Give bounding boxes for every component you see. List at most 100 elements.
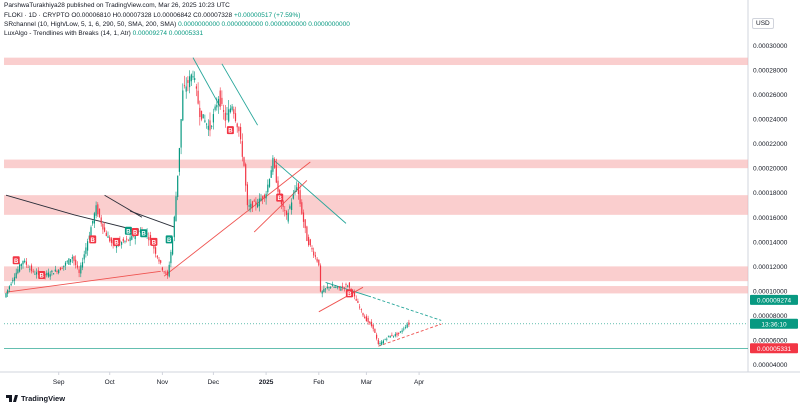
candle-body xyxy=(289,206,291,209)
break-label-text: B xyxy=(167,238,172,244)
candle-body xyxy=(381,341,383,345)
candle-body xyxy=(180,119,182,148)
candle-body xyxy=(49,274,51,277)
candle-body xyxy=(309,239,311,246)
x-tick-label: Nov xyxy=(157,379,169,386)
candle-body xyxy=(308,237,310,246)
candle-body xyxy=(56,270,58,272)
candle-body xyxy=(258,198,260,207)
candle-body xyxy=(68,258,70,265)
candle-body xyxy=(255,201,257,205)
candle-body xyxy=(214,106,216,110)
candle-body xyxy=(391,334,393,337)
candle-body xyxy=(321,291,323,294)
y-tick-label: 0.00028000 xyxy=(753,67,788,74)
x-tick-label: Apr xyxy=(414,379,425,386)
candle-body xyxy=(61,268,63,269)
currency-label[interactable]: USD xyxy=(752,18,774,29)
candle-body xyxy=(325,288,327,290)
candle-body xyxy=(211,126,213,128)
candle-body xyxy=(219,90,221,107)
candle-body xyxy=(313,251,315,256)
candle-body xyxy=(53,273,55,275)
candle-body xyxy=(160,260,162,263)
candle-body xyxy=(372,324,374,329)
candle-body xyxy=(197,90,199,104)
price-label-bg-0 xyxy=(750,294,798,305)
candle-body xyxy=(379,343,381,345)
candle-body xyxy=(401,330,403,332)
y-tick-label: 0.00030000 xyxy=(753,43,788,50)
candle-body xyxy=(13,277,16,281)
ohlc-values: O0.00006810 H0.00007328 L0.00006842 C0.0… xyxy=(71,12,233,19)
y-tick-label: 0.00012000 xyxy=(753,264,788,271)
candle-body xyxy=(110,238,112,243)
candle-body xyxy=(318,259,320,266)
candle-body xyxy=(316,258,318,262)
candle-body xyxy=(382,340,384,344)
break-label-text: B xyxy=(126,229,131,235)
candle-body xyxy=(345,284,347,285)
candle-body xyxy=(279,190,281,197)
symbol-name[interactable]: FLOKI · 1D · CRYPTO xyxy=(4,12,70,19)
candle-body xyxy=(78,269,80,273)
trendlines-indicator-line[interactable]: LuxAlgo - Trendlines with Breaks (14, 1,… xyxy=(4,30,203,38)
candle-body xyxy=(274,159,276,168)
tradingview-logo-icon xyxy=(6,395,18,402)
srchannel-indicator-line[interactable]: SRchannel (10, High/Low, 5, 1, 6, 290, 5… xyxy=(4,21,350,29)
candle-body xyxy=(348,282,350,288)
candle-body xyxy=(370,321,373,327)
candle-body xyxy=(291,202,293,210)
sr-zone-0 xyxy=(4,57,748,66)
candle-body xyxy=(207,125,209,130)
x-tick-label: Sep xyxy=(53,379,65,386)
candle-body xyxy=(175,196,177,222)
candle-body xyxy=(399,331,401,333)
tradingview-brand[interactable]: TradingView xyxy=(6,394,65,403)
candle-body xyxy=(149,235,152,241)
candle-body xyxy=(46,272,48,276)
candle-body xyxy=(294,190,296,193)
trendlines-values: 0.00009274 0.00005331 xyxy=(132,30,204,37)
candle-body xyxy=(32,270,34,272)
candle-body xyxy=(200,110,203,120)
candle-body xyxy=(240,126,242,140)
break-label-text: B xyxy=(114,240,119,246)
candle-body xyxy=(8,286,10,290)
y-tick-label: 0.00024000 xyxy=(753,117,788,124)
candle-body xyxy=(97,204,99,215)
x-tick-label: Oct xyxy=(105,379,115,386)
candle-body xyxy=(323,288,325,293)
candle-body xyxy=(365,316,367,322)
candle-body xyxy=(66,261,68,263)
break-label-bg-8 xyxy=(165,235,173,244)
resistance-trendline-2 xyxy=(129,210,175,228)
resistance-trendline-5 xyxy=(274,160,347,224)
y-tick-label: 0.00020000 xyxy=(753,166,788,173)
candle-body xyxy=(296,187,298,191)
candle-body xyxy=(229,108,231,113)
y-tick-label: 0.00022000 xyxy=(753,141,788,148)
candle-body xyxy=(353,292,356,297)
candle-body xyxy=(19,264,21,272)
candle-body xyxy=(122,238,124,242)
candle-body xyxy=(98,208,101,217)
candle-body xyxy=(394,334,396,336)
candle-body xyxy=(228,109,230,122)
srchannel-values: 0.0000000000 0.0000000000 0.0000000000 0… xyxy=(178,21,350,28)
candle-body xyxy=(257,204,259,208)
candle-body xyxy=(126,238,128,240)
candle-body xyxy=(389,335,391,338)
candle-body xyxy=(260,198,262,201)
candle-body xyxy=(216,105,218,108)
candle-body xyxy=(148,237,150,241)
y-tick-label: 0.00026000 xyxy=(753,92,788,99)
break-label-text: B xyxy=(91,238,96,244)
candle-body xyxy=(129,237,131,241)
candle-body xyxy=(386,338,388,340)
candle-body xyxy=(326,286,328,288)
break-label-bg-6 xyxy=(140,229,148,238)
candle-body xyxy=(36,272,38,275)
candle-body xyxy=(134,234,136,240)
